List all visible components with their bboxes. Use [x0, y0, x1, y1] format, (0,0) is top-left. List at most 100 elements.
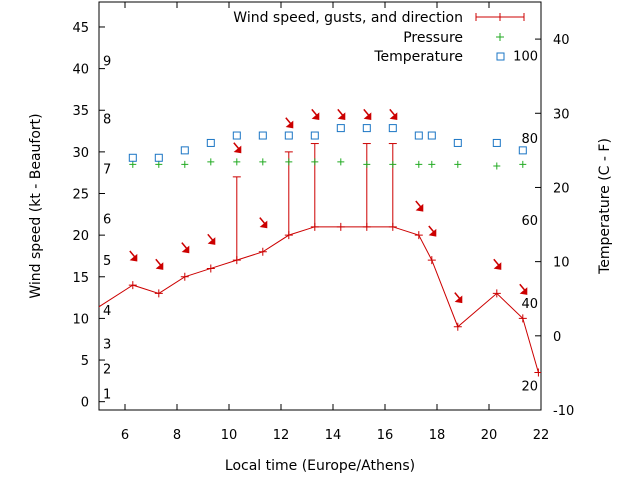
- pressure-marker: [181, 160, 189, 168]
- direction-arrow: [155, 258, 164, 270]
- right-tick-label: 10: [553, 256, 570, 271]
- direction-arrow: [207, 233, 216, 245]
- wind-marker: [310, 222, 319, 231]
- arrow-shaft: [428, 225, 435, 233]
- beaufort-label: 8: [103, 113, 111, 128]
- fahrenheit-label: 80: [521, 132, 538, 147]
- arrow-head: [337, 112, 346, 120]
- direction-arrow: [311, 108, 320, 120]
- fahrenheit-label: 100: [513, 49, 538, 64]
- legend-wind-marker: [496, 13, 504, 21]
- wind-marker: [453, 322, 462, 331]
- pressure-marker: [233, 158, 241, 166]
- pressure-marker: [311, 158, 319, 166]
- wind-marker: [284, 231, 293, 240]
- direction-arrow: [259, 217, 268, 229]
- right-tick-label: 0: [553, 330, 561, 345]
- arrow-head: [311, 112, 320, 120]
- wind-marker: [128, 281, 137, 290]
- pressure-marker: [428, 160, 436, 168]
- arrow-shaft: [155, 258, 162, 266]
- left-tick-label: 0: [81, 396, 89, 411]
- arrow-shaft: [129, 250, 136, 258]
- beaufort-labels: 1 2 3 4 5 6 7 8 9: [103, 54, 111, 402]
- x-tick-label: 14: [325, 428, 342, 443]
- temperature-marker: [128, 153, 137, 162]
- direction-arrow: [233, 142, 242, 154]
- temperature-marker: [310, 131, 319, 140]
- arrow-head: [454, 295, 463, 304]
- arrow-shaft: [363, 108, 370, 116]
- fahrenheit-label: 60: [521, 214, 538, 229]
- x-tick-label: 16: [377, 428, 394, 443]
- left-tick-label: 5: [81, 354, 89, 369]
- arrow-shaft: [285, 117, 292, 125]
- right-axis-ticks: -10 0 10 20 30 40: [535, 33, 574, 419]
- direction-arrow: [181, 242, 190, 254]
- x-tick-label: 6: [121, 428, 129, 443]
- direction-arrow: [129, 250, 138, 262]
- direction-arrow: [519, 283, 528, 295]
- arrow-head: [155, 262, 164, 270]
- beaufort-label: 7: [103, 163, 111, 178]
- x-tick-label: 12: [273, 428, 290, 443]
- temperature-marker: [336, 124, 345, 133]
- direction-arrow: [389, 108, 398, 120]
- temperature-marker: [362, 124, 371, 133]
- temperature-marker: [427, 131, 436, 140]
- arrow-shaft: [415, 200, 422, 208]
- beaufort-label: 3: [103, 337, 111, 352]
- arrow-head: [285, 120, 294, 129]
- beaufort-label: 6: [103, 212, 111, 227]
- arrow-head: [181, 245, 190, 254]
- temperature-marker: [414, 131, 423, 140]
- arrow-head: [415, 203, 424, 212]
- right-tick-label: 20: [553, 181, 570, 196]
- pressure-marker: [415, 160, 423, 168]
- x-axis-title: Local time (Europe/Athens): [225, 458, 415, 474]
- x-tick-label: 20: [481, 428, 498, 443]
- pressure-marker: [389, 160, 397, 168]
- temperature-marker: [284, 131, 293, 140]
- legend-pressure-label: Pressure: [403, 30, 463, 46]
- legend-wind-label: Wind speed, gusts, and direction: [233, 10, 463, 26]
- wind-marker: [154, 289, 163, 298]
- arrow-head: [519, 287, 528, 295]
- right-tick-label: -10: [553, 404, 574, 419]
- temperature-marker: [453, 138, 462, 147]
- wind-marker: [232, 256, 241, 265]
- wind-marker: [90, 306, 98, 314]
- beaufort-label: 2: [103, 362, 111, 377]
- temperature-marker: [518, 146, 527, 155]
- left-tick-label: 35: [72, 104, 89, 119]
- arrow-head: [493, 262, 502, 270]
- wind-marker: [534, 368, 541, 377]
- legend-temperature-marker: [496, 52, 505, 61]
- x-axis-ticks: 6 8 10 12 14 16 18 20 22: [121, 2, 549, 443]
- temperature-marker: [180, 146, 189, 155]
- right-tick-label: 30: [553, 107, 570, 122]
- beaufort-label: 9: [103, 54, 111, 69]
- arrow-shaft: [207, 233, 214, 241]
- arrow-shaft: [181, 242, 188, 250]
- arrow-head: [259, 220, 268, 229]
- fahrenheit-labels: 20 40 60 80 100: [513, 49, 538, 394]
- arrow-shaft: [233, 142, 240, 150]
- left-tick-label: 15: [72, 271, 89, 286]
- wind-marker: [427, 256, 436, 265]
- direction-arrow: [415, 200, 424, 212]
- left-axis-ticks: 0 5 10 15 20 25 30 35 40 45: [72, 21, 105, 411]
- wind-marker: [180, 272, 189, 281]
- left-tick-label: 20: [72, 229, 89, 244]
- left-tick-label: 30: [72, 146, 89, 161]
- left-tick-label: 25: [72, 188, 89, 203]
- pressure-marker: [285, 158, 293, 166]
- arrow-head: [207, 237, 216, 245]
- pressure-marker: [129, 160, 137, 168]
- x-tick-label: 22: [533, 428, 550, 443]
- arrow-head: [233, 145, 242, 154]
- plot-frame: [98, 1, 542, 411]
- x-tick-label: 10: [221, 428, 238, 443]
- fahrenheit-label: 40: [521, 297, 538, 312]
- pressure-marker: [363, 160, 371, 168]
